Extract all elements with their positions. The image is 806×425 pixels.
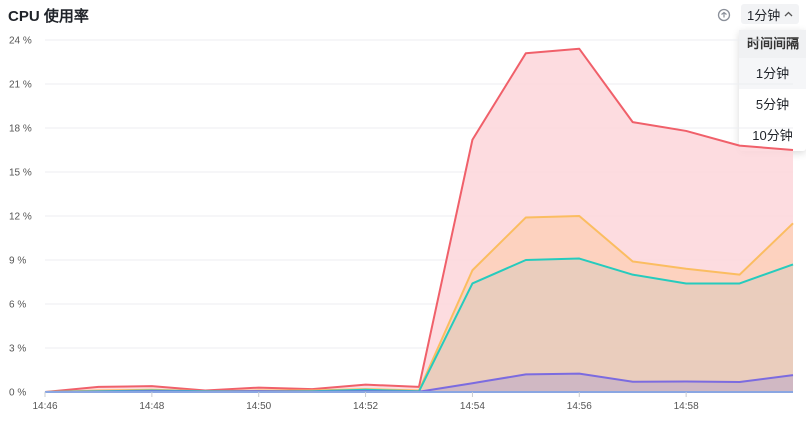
x-tick-label: 14:46 [32,401,57,412]
x-tick-label: 14:48 [139,401,164,412]
x-tick-label: 14:56 [567,401,592,412]
y-tick-label: 21 % [9,80,32,91]
y-tick-label: 12 % [9,212,32,223]
page-title: CPU 使用率 [8,8,89,25]
dropdown-option-5min[interactable]: 5分钟 [755,97,790,112]
series-2-area [45,258,793,392]
interval-select[interactable]: 1分钟 [741,4,800,24]
chevron-up-icon [784,11,793,16]
x-tick-label: 14:58 [674,401,699,412]
y-tick-label: 15 % [9,168,32,179]
x-tick-label: 14:52 [353,401,378,412]
series-0-line [44,47,794,393]
y-tick-label: 24 % [9,36,32,47]
y-tick-label: 9 % [9,256,26,267]
zoom-reset-icon[interactable] [717,8,731,22]
interval-dropdown: 时间间隔 1分钟 5分钟 10分钟 [739,30,806,151]
y-tick-label: 18 % [9,124,32,135]
x-tick-label: 14:54 [460,401,485,412]
y-tick-label: 0 % [9,388,26,399]
y-tick-label: 6 % [9,300,26,311]
interval-selected-label: 1分钟 [747,7,781,23]
y-tick-label: 3 % [9,344,26,355]
dropdown-option-10min[interactable]: 10分钟 [752,128,793,143]
x-tick-label: 14:50 [246,401,271,412]
